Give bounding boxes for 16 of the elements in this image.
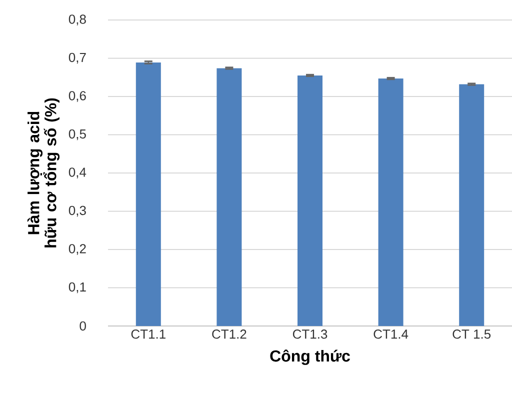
x-tick-label: CT1.4 — [374, 330, 408, 339]
x-tick-label: CT1.3 — [292, 330, 328, 339]
y-tick-label: 0,5 — [68, 129, 86, 140]
y-tick-label: 0,8 — [68, 14, 86, 26]
y-tick-label: 0,1 — [68, 282, 86, 294]
y-tick-label: 0 — [80, 321, 86, 331]
y-tick-label: 0,2 — [68, 244, 86, 255]
y-tick-label: 0,3 — [68, 206, 86, 217]
y-axis-title: Hàm lượng acid hữu cơ tổng số (%) — [27, 98, 60, 248]
x-tick-label: CT 1.5 — [452, 330, 491, 339]
y-tick-label: 0,7 — [68, 52, 86, 64]
x-axis-title: Công thức — [270, 350, 350, 365]
y-tick-label: 0,4 — [68, 168, 86, 178]
x-tick-label: CT1.2 — [212, 330, 246, 339]
y-tick-label: 0,6 — [68, 91, 86, 102]
x-tick-label: CT1.1 — [131, 330, 166, 339]
